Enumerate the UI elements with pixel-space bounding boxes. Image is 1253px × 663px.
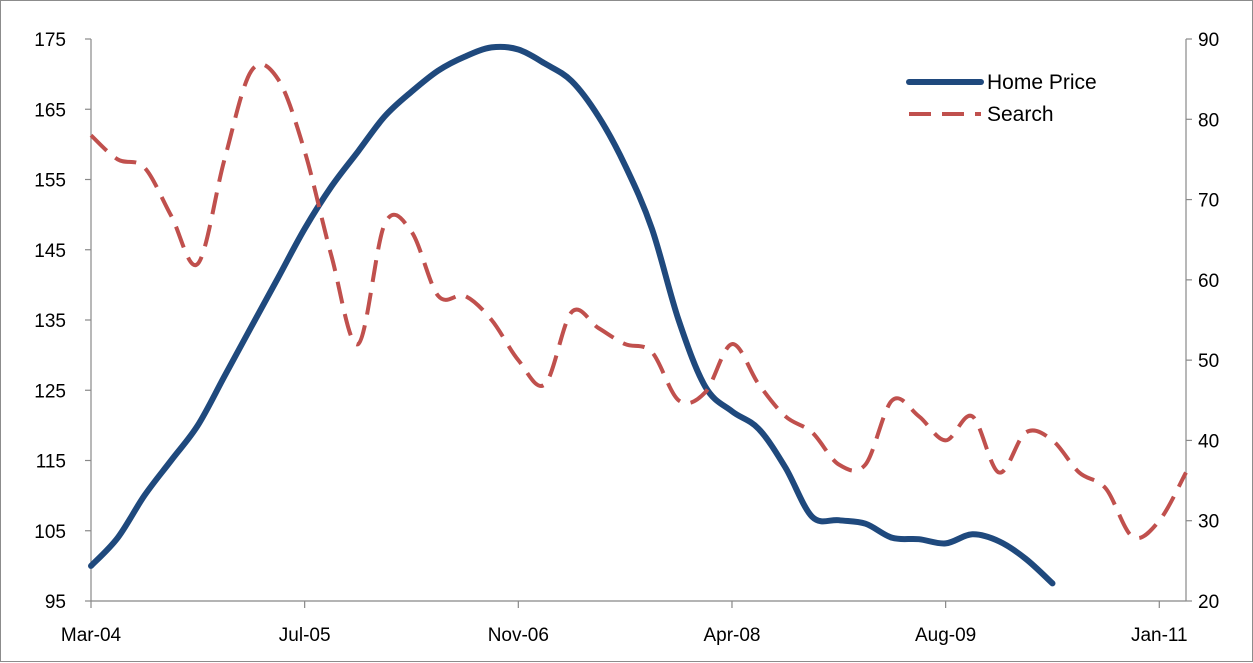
right-y-tick-label: 20 xyxy=(1198,592,1219,613)
series-line-search xyxy=(89,62,1188,541)
x-tick-label: Nov-06 xyxy=(488,625,549,646)
x-tick-label: Mar-04 xyxy=(61,625,122,646)
left-y-tick-label: 125 xyxy=(34,381,66,402)
legend-label-home-price: Home Price xyxy=(987,71,1097,94)
right-y-tick-label: 60 xyxy=(1198,271,1219,292)
left-y-tick-label: 145 xyxy=(34,241,66,262)
left-y-tick-label: 135 xyxy=(34,311,66,332)
right-y-tick-label: 80 xyxy=(1198,110,1219,131)
right-y-tick-label: 30 xyxy=(1198,512,1219,533)
left-y-tick-label: 155 xyxy=(34,171,66,192)
left-y-tick-label: 165 xyxy=(34,100,66,121)
right-y-tick-label: 90 xyxy=(1198,30,1219,51)
right-y-tick-label: 40 xyxy=(1198,431,1219,452)
right-y-tick-label: 70 xyxy=(1198,191,1219,212)
right-y-tick-label: 50 xyxy=(1198,351,1219,372)
x-tick-label: Apr-08 xyxy=(703,625,760,646)
series-line-home-price xyxy=(88,43,1056,587)
left-y-tick-label: 105 xyxy=(34,522,66,543)
left-y-tick-label: 175 xyxy=(34,30,66,51)
x-tick-label: Jul-05 xyxy=(279,625,331,646)
left-y-tick-label: 115 xyxy=(36,452,66,473)
x-tick-label: Aug-09 xyxy=(915,625,976,646)
legend-label-search: Search xyxy=(987,103,1054,126)
left-y-tick-label: 95 xyxy=(45,592,66,613)
x-tick-label: Jan-11 xyxy=(1131,625,1188,646)
